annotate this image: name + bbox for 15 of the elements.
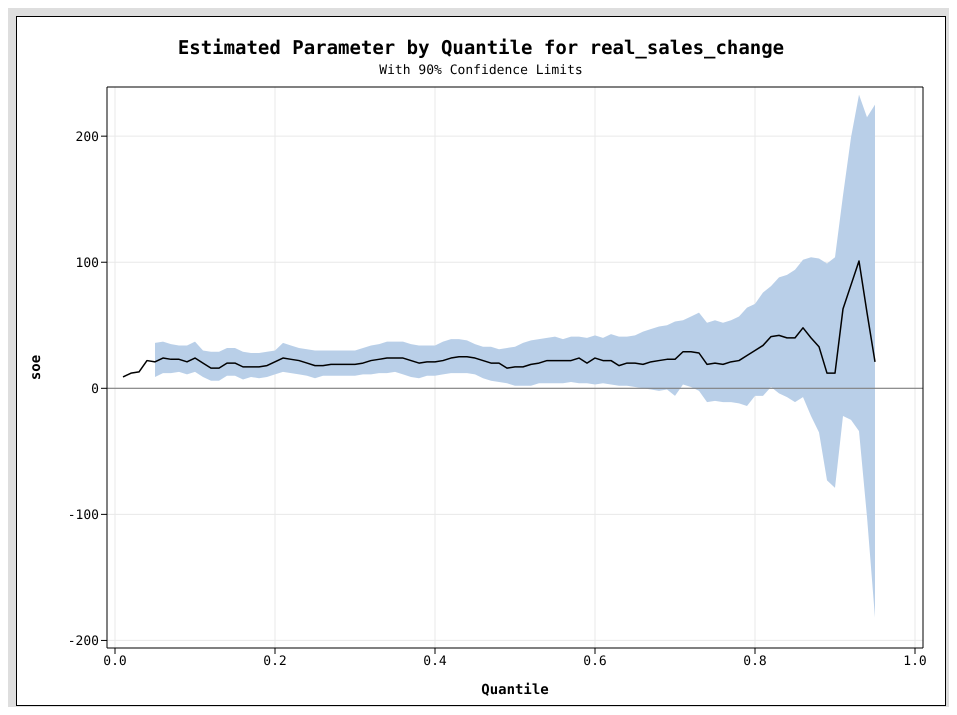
x-tick-label: 0.8 <box>743 654 767 670</box>
x-tick-label: 1.0 <box>903 654 927 670</box>
x-tick-label: 0.4 <box>423 654 447 670</box>
y-tick-label: 0 <box>91 382 99 397</box>
y-tick-label: 200 <box>76 130 99 145</box>
y-axis-title: soe <box>28 354 44 380</box>
x-tick-label: 0.2 <box>263 654 287 670</box>
chart-title: Estimated Parameter by Quantile for real_sales_change <box>176 37 786 59</box>
y-tick-label: -100 <box>68 508 99 523</box>
x-axis-title: Quantile <box>481 682 549 698</box>
x-tick-label: 0.0 <box>103 654 127 670</box>
y-tick-label: 100 <box>76 256 99 271</box>
chart-subtitle: With 90% Confidence Limits <box>378 63 584 78</box>
y-tick-label: -200 <box>68 634 99 650</box>
x-tick-label: 0.6 <box>583 654 607 670</box>
